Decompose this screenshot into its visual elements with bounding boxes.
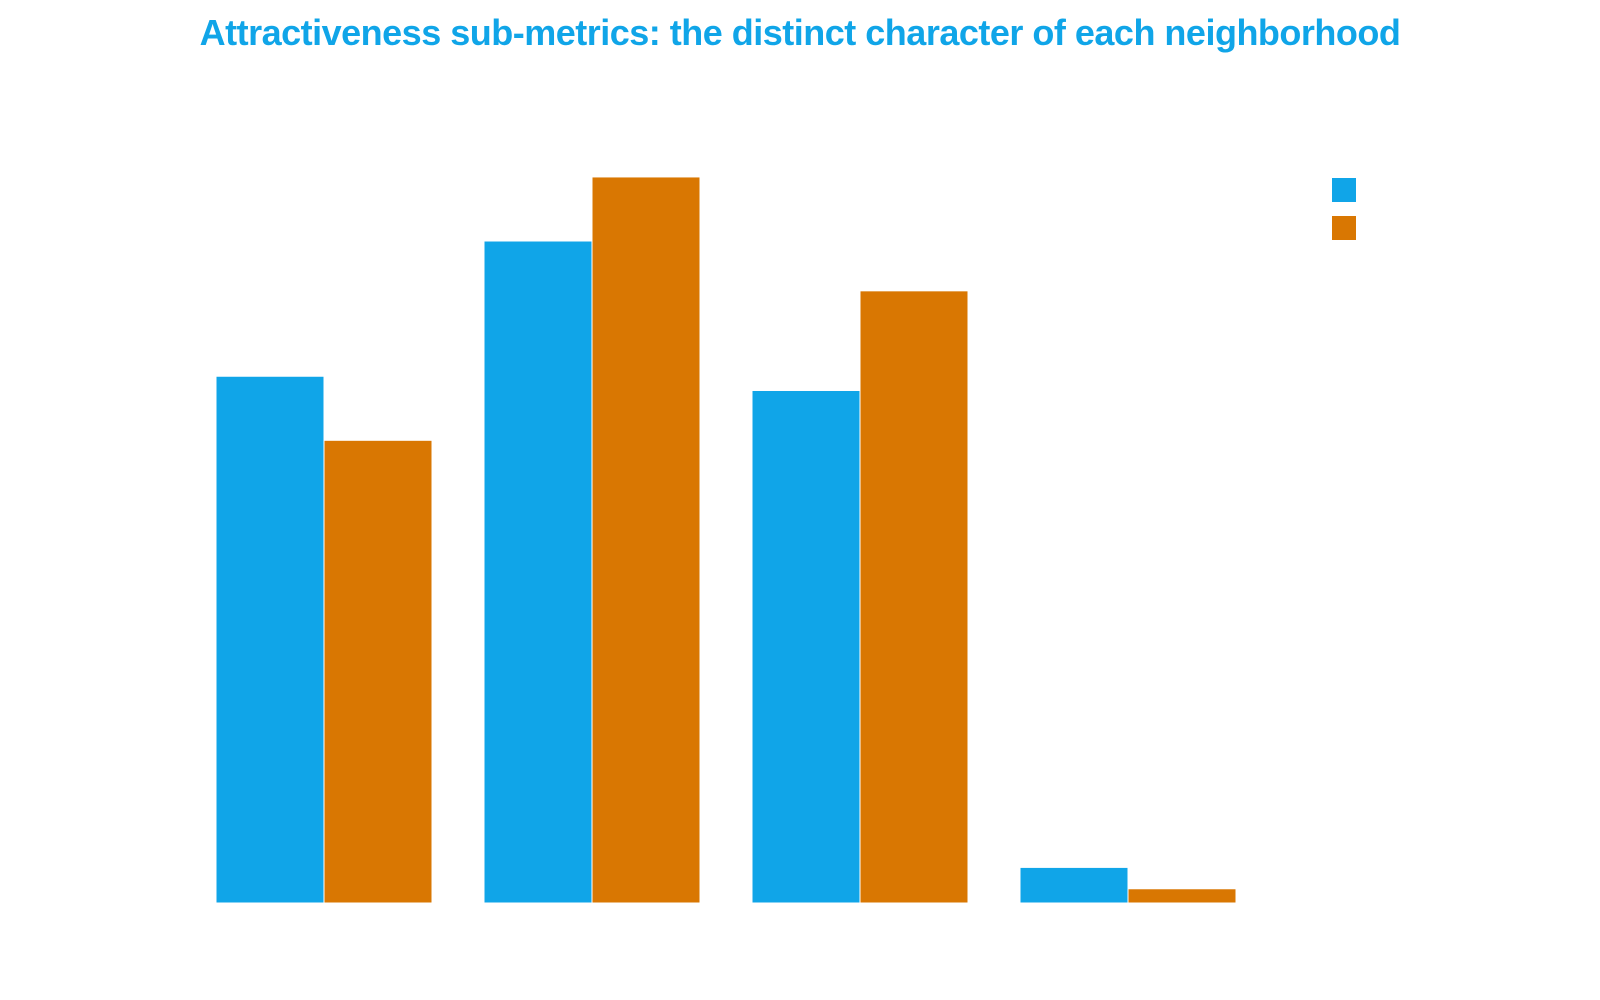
legend bbox=[1332, 178, 1356, 240]
bar-series-2-category-1 bbox=[323, 439, 433, 904]
bar-series-2-category-2 bbox=[591, 176, 701, 904]
bar-series-1-category-2 bbox=[483, 240, 593, 904]
legend-swatch-series-1 bbox=[1332, 178, 1356, 202]
bar-series-1-category-4 bbox=[1019, 866, 1129, 904]
bar-series-2-category-3 bbox=[859, 290, 969, 904]
bar-series-2-category-4 bbox=[1127, 888, 1237, 904]
bar-series-1-category-1 bbox=[215, 375, 325, 904]
chart-title: Attractiveness sub-metrics: the distinct… bbox=[199, 12, 1401, 53]
bars-layer bbox=[215, 176, 1237, 904]
legend-swatch-series-2 bbox=[1332, 216, 1356, 240]
bar-series-1-category-3 bbox=[751, 389, 861, 904]
